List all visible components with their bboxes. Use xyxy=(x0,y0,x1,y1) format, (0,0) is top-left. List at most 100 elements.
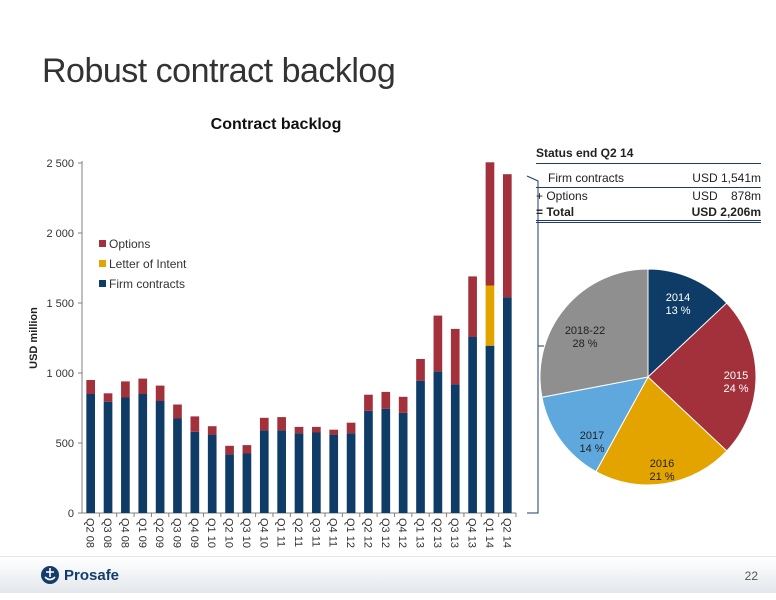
bar-options xyxy=(416,359,425,381)
pie-label: 2018-22 xyxy=(565,325,605,337)
bar-options xyxy=(225,445,234,455)
bar-firm xyxy=(502,297,512,513)
bar-options xyxy=(277,417,286,431)
bar-firm xyxy=(381,408,391,513)
legend-swatch xyxy=(99,260,106,267)
legend-label: Letter of Intent xyxy=(109,257,187,271)
bar-firm xyxy=(433,371,443,513)
bar-firm xyxy=(190,431,200,513)
bar-firm xyxy=(259,430,269,513)
x-tick-label: Q3 08 xyxy=(101,518,113,548)
x-tick-label: Q1 14 xyxy=(483,518,495,548)
slide-title: Robust contract backlog xyxy=(42,52,396,90)
bar-firm xyxy=(312,432,321,513)
x-tick-label: Q2 13 xyxy=(431,518,443,548)
x-tick-label: Q1 12 xyxy=(344,518,356,548)
pie-percent-label: 14 % xyxy=(579,443,604,455)
footer-bar: Prosafe 22 xyxy=(0,556,776,593)
status-label: = Total xyxy=(536,205,575,219)
pie-label: 2017 xyxy=(580,430,604,442)
status-table: Status end Q2 14 Firm contracts USD 1,54… xyxy=(536,146,761,223)
bar-firm xyxy=(364,410,373,513)
bar-firm xyxy=(398,412,408,513)
bar-firm xyxy=(346,433,356,513)
x-tick-label: Q4 12 xyxy=(396,518,408,548)
x-tick-label: Q2 14 xyxy=(500,518,512,548)
status-row-total: = Total USD 2,206m xyxy=(536,204,761,223)
pie-slice xyxy=(595,376,728,486)
bar-options xyxy=(398,396,408,413)
bar-options xyxy=(312,426,321,433)
x-tick-label: Q3 11 xyxy=(309,518,321,547)
backlog-charts: 0 500 1 000 1 500 2 000 2 500 USD million Contr… xyxy=(28,116,757,548)
x-tick-label: Q3 13 xyxy=(448,518,460,548)
x-tick-label: Q1 09 xyxy=(136,518,148,548)
bar-firm xyxy=(121,397,130,513)
bar-options xyxy=(502,174,512,298)
x-tick-label: Q4 08 xyxy=(118,518,130,548)
bar-options xyxy=(242,445,252,454)
x-tick-label: Q1 11 xyxy=(275,518,287,547)
pie-percent-label: 13 % xyxy=(665,305,690,317)
bar-options xyxy=(364,394,373,411)
x-tick-label: Q1 13 xyxy=(414,518,426,548)
status-value: USD 2,206m xyxy=(692,204,761,220)
bar-firm xyxy=(138,394,148,513)
x-tick-label: Q3 12 xyxy=(379,518,391,548)
status-title: Status end Q2 14 xyxy=(536,146,761,164)
status-label: Firm contracts xyxy=(548,171,625,185)
x-tick-label: Q4 13 xyxy=(466,518,478,548)
y-tick-label: 2 500 xyxy=(46,158,74,170)
status-currency: USD xyxy=(692,189,718,203)
bar-firm xyxy=(207,434,217,513)
status-amount: 878m xyxy=(730,189,761,203)
bar-options xyxy=(259,417,269,431)
status-currency: USD xyxy=(691,205,717,219)
bar-options xyxy=(103,393,113,402)
pie-percent-label: 24 % xyxy=(723,383,748,395)
bar-firm xyxy=(173,418,182,513)
legend-label: Options xyxy=(109,237,150,251)
chart-title: Contract backlog xyxy=(211,116,342,133)
x-tick-label: Q3 09 xyxy=(170,518,182,548)
y-tick-label: 500 xyxy=(56,438,74,450)
bar-firm xyxy=(225,454,234,513)
x-tick-label: Q4 10 xyxy=(257,518,269,548)
y-tick-label: 2 000 xyxy=(46,228,74,240)
bar-options xyxy=(190,416,200,432)
pie-slice xyxy=(539,268,649,398)
y-axis-label: USD million xyxy=(28,307,40,369)
status-label: + Options xyxy=(536,189,588,203)
bar-options xyxy=(485,162,495,286)
status-amount: 1,541m xyxy=(720,171,761,185)
status-amount: 2,206m xyxy=(720,205,761,219)
bar-firm xyxy=(416,380,425,513)
pie-percent-label: 28 % xyxy=(572,338,597,350)
x-tick-label: Q4 09 xyxy=(188,518,200,548)
x-tick-label: Q2 09 xyxy=(153,518,165,548)
pie-label: 2016 xyxy=(650,458,674,470)
x-tick-label: Q3 10 xyxy=(240,518,252,548)
bar-firm xyxy=(86,394,96,513)
bar-options xyxy=(173,404,182,419)
x-tick-label: Q1 10 xyxy=(205,518,217,548)
pie-slice xyxy=(647,302,757,452)
bar-firm xyxy=(242,453,252,513)
x-tick-label: Q2 12 xyxy=(361,518,373,548)
x-tick-label: Q2 10 xyxy=(223,518,235,548)
bar-options xyxy=(294,426,304,434)
page-number: 22 xyxy=(744,569,758,583)
bar-options xyxy=(121,381,130,398)
bracket xyxy=(526,175,539,514)
pie-label: 2015 xyxy=(724,370,748,382)
pie-label: 2014 xyxy=(666,292,690,304)
status-row-options: + Options USD 878m xyxy=(536,188,761,204)
bar-options xyxy=(329,429,339,435)
bar-options xyxy=(346,422,356,434)
legend-swatch xyxy=(99,240,106,247)
bar-options xyxy=(138,378,148,394)
bar-firm xyxy=(277,430,286,513)
pie-slice xyxy=(541,376,649,473)
bar-firm xyxy=(450,384,460,513)
bar-options xyxy=(450,328,460,385)
